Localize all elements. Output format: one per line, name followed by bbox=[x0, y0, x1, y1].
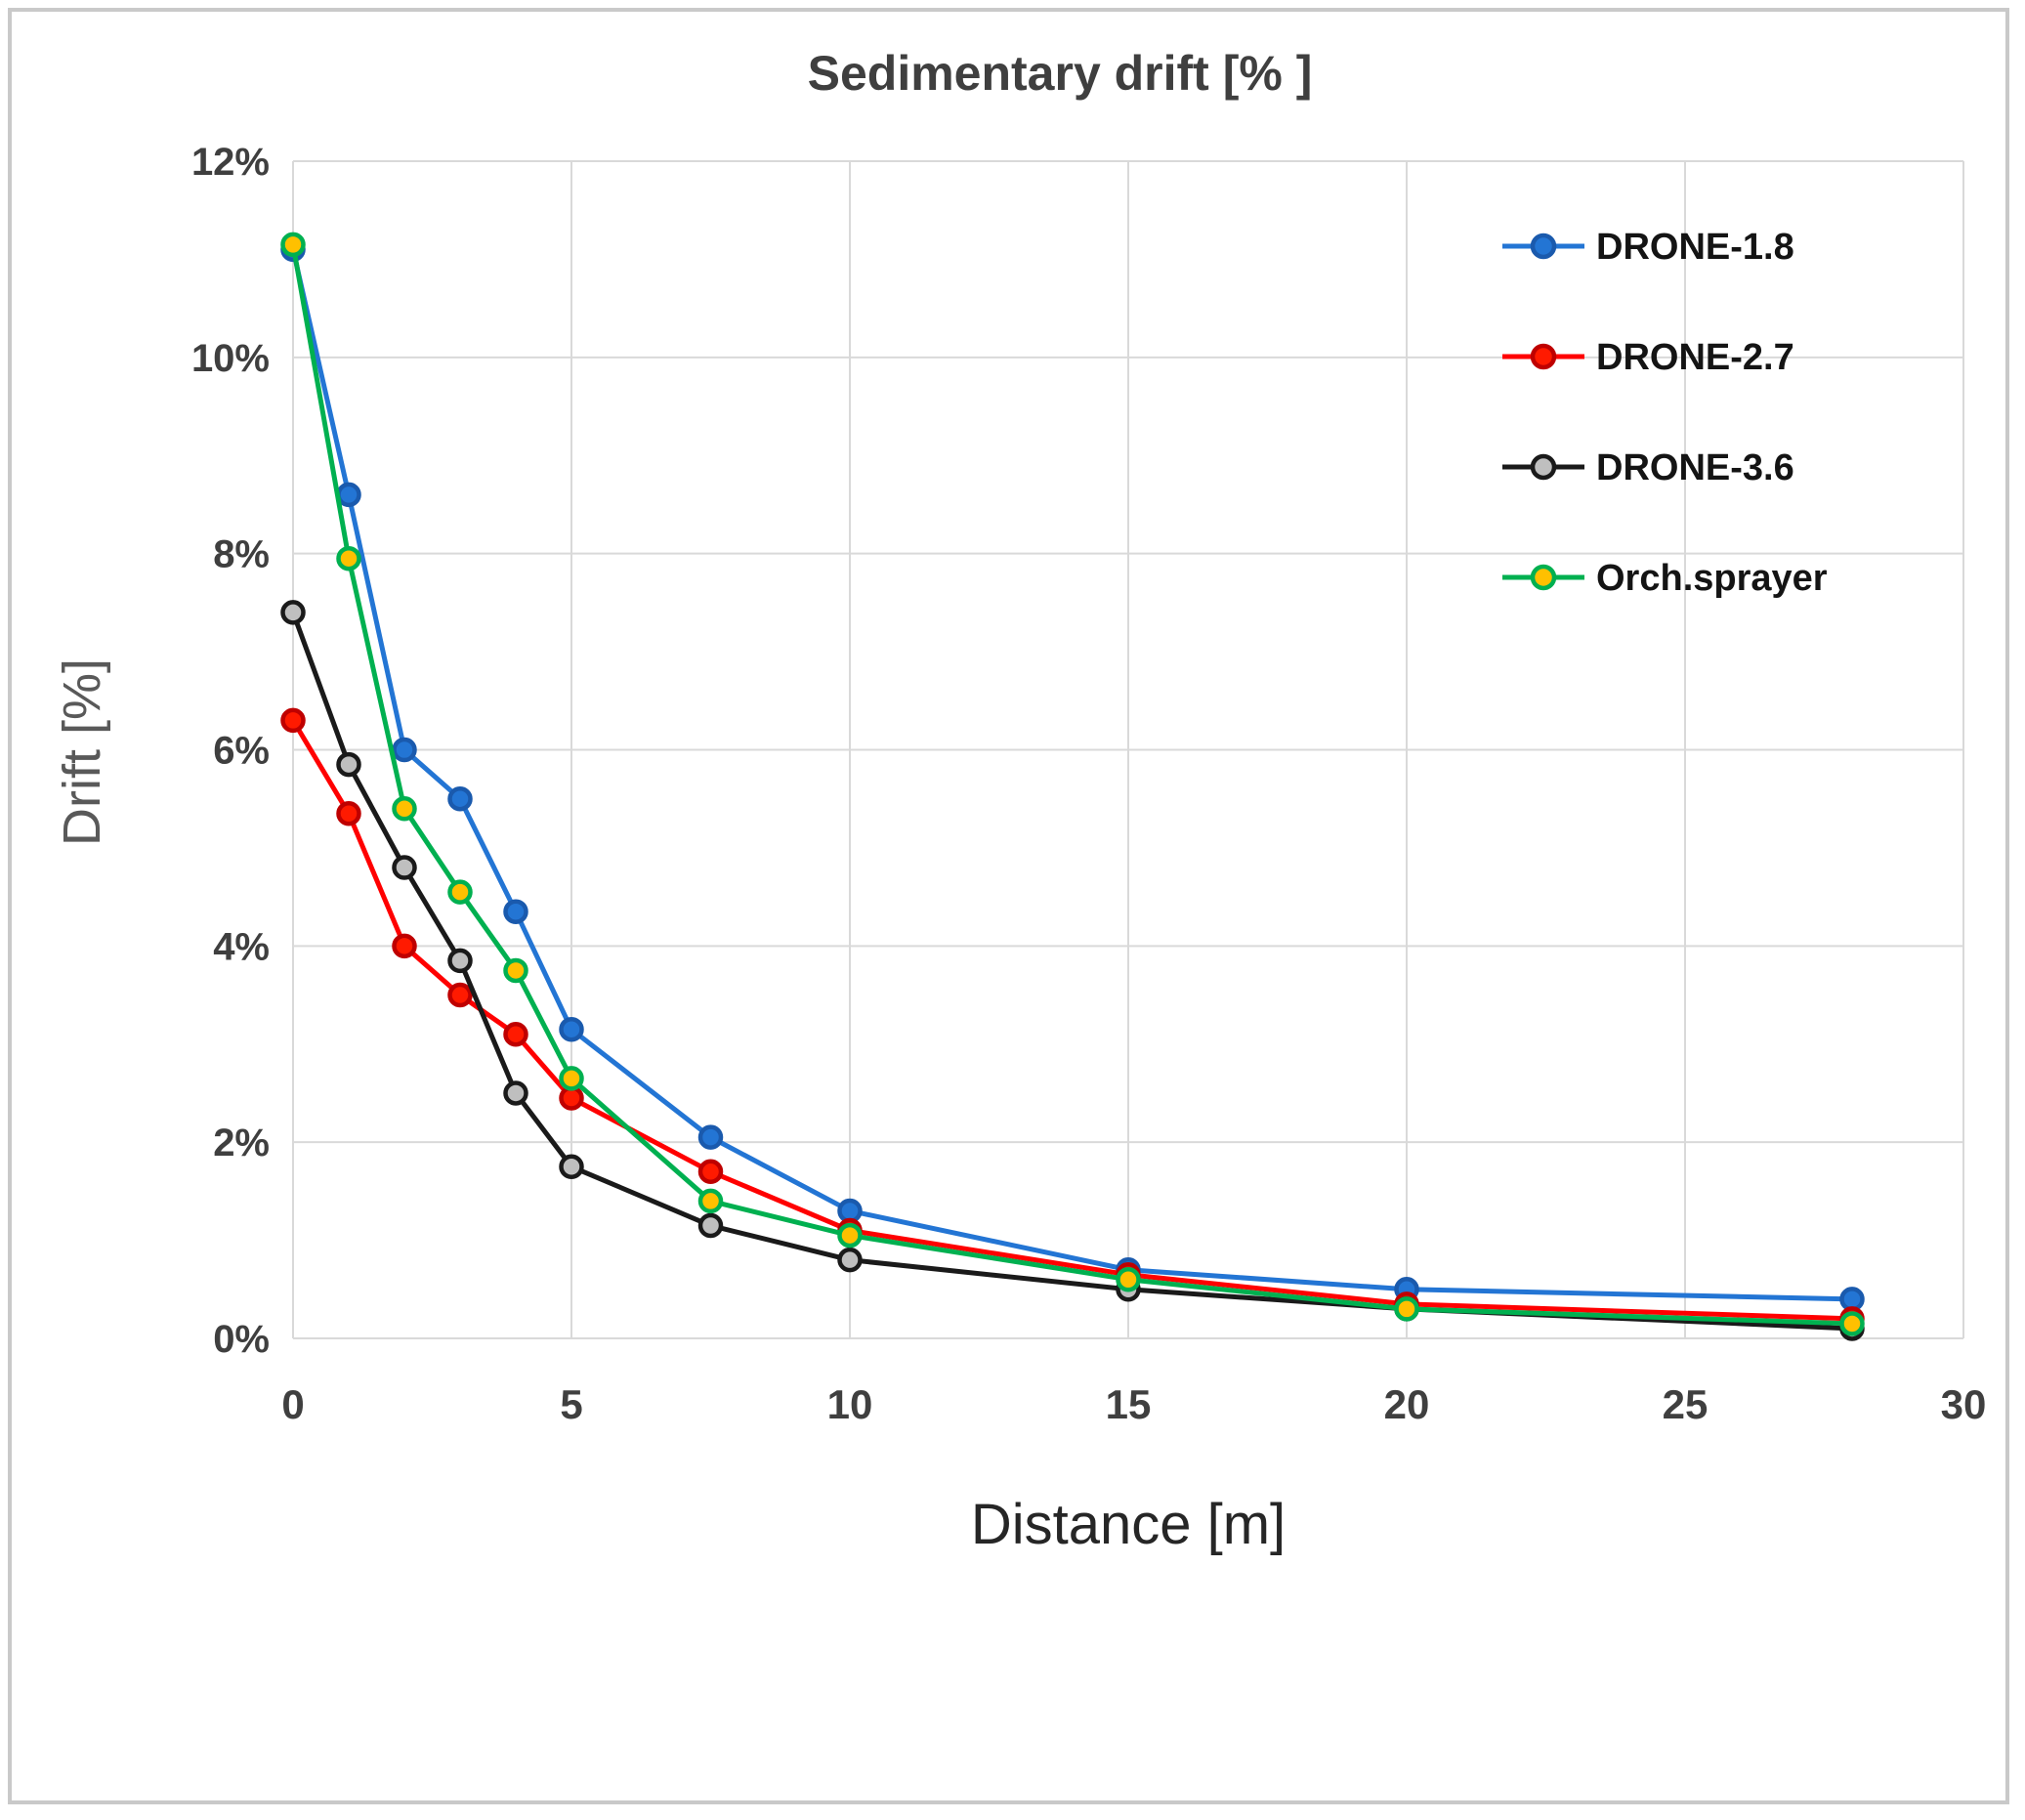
legend-label: DRONE-1.8 bbox=[1596, 227, 1794, 268]
data-point bbox=[697, 1188, 724, 1214]
legend-marker-icon bbox=[1530, 343, 1557, 370]
data-point bbox=[697, 1159, 724, 1185]
data-point bbox=[392, 855, 417, 880]
legend-label: DRONE-3.6 bbox=[1596, 447, 1794, 488]
y-axis-title: Drift [%] bbox=[53, 658, 111, 846]
x-tick-label: 10 bbox=[827, 1381, 873, 1427]
x-tick-label: 0 bbox=[281, 1381, 304, 1427]
data-point bbox=[1116, 1267, 1141, 1292]
data-point bbox=[447, 785, 473, 812]
y-tick-label: 0% bbox=[213, 1318, 270, 1361]
legend-marker-icon bbox=[1530, 564, 1557, 591]
series-drone-1-8 bbox=[280, 236, 1865, 1312]
x-tick-label: 5 bbox=[560, 1381, 582, 1427]
legend: DRONE-1.8 DRONE-2.7 DRONE-3.6 Orch.sprayer bbox=[1502, 227, 1828, 599]
data-point bbox=[503, 899, 528, 924]
data-point bbox=[559, 1016, 584, 1042]
data-point bbox=[280, 232, 306, 258]
series-orch-sprayer bbox=[280, 232, 1865, 1336]
data-point bbox=[697, 1212, 724, 1239]
data-point bbox=[1839, 1311, 1865, 1336]
data-point bbox=[559, 1154, 584, 1180]
data-point bbox=[447, 879, 473, 905]
data-point bbox=[447, 982, 473, 1008]
y-tick-label: 12% bbox=[191, 141, 270, 184]
x-tick-label: 30 bbox=[1941, 1381, 1987, 1427]
x-axis-title: Distance [m] bbox=[971, 1493, 1286, 1556]
data-point bbox=[837, 1247, 863, 1273]
figure-border bbox=[8, 8, 2009, 1804]
data-point bbox=[559, 1066, 584, 1091]
y-tick-label: 10% bbox=[191, 337, 270, 380]
axis-tick-labels: 0% 2% 4% 6% 8% 10% 12% 0 5 10 15 20 25 30 bbox=[191, 141, 1986, 1427]
data-point bbox=[503, 957, 528, 984]
legend-marker-icon bbox=[1530, 453, 1557, 481]
x-tick-label: 25 bbox=[1663, 1381, 1709, 1427]
data-point bbox=[503, 1080, 528, 1106]
chart-title: Sedimentary drift [% ] bbox=[808, 46, 1313, 101]
legend-label: DRONE-2.7 bbox=[1596, 337, 1794, 378]
data-point bbox=[392, 737, 417, 763]
data-point bbox=[336, 482, 361, 508]
y-tick-label: 6% bbox=[213, 730, 270, 773]
data-point bbox=[392, 933, 417, 959]
series-drone-2-7 bbox=[280, 707, 1865, 1332]
legend-label: Orch.sprayer bbox=[1596, 558, 1828, 599]
data-point bbox=[392, 796, 417, 822]
data-point bbox=[280, 600, 306, 625]
legend-item-drone-3-6: DRONE-3.6 bbox=[1502, 447, 1794, 488]
data-point bbox=[837, 1222, 863, 1249]
data-point bbox=[1394, 1296, 1419, 1322]
gridlines bbox=[292, 160, 1964, 1339]
legend-marker-icon bbox=[1530, 233, 1557, 260]
y-tick-label: 2% bbox=[213, 1122, 270, 1164]
legend-item-drone-2-7: DRONE-2.7 bbox=[1502, 337, 1794, 378]
x-tick-label: 20 bbox=[1384, 1381, 1430, 1427]
series-layer bbox=[280, 232, 1865, 1341]
data-point bbox=[336, 801, 361, 826]
data-point bbox=[336, 751, 361, 778]
series-line bbox=[290, 241, 1855, 1327]
series-line bbox=[290, 717, 1855, 1322]
data-point bbox=[697, 1124, 724, 1150]
legend-item-orch-sprayer: Orch.sprayer bbox=[1502, 558, 1828, 599]
data-point bbox=[503, 1021, 528, 1047]
legend-item-drone-1-8: DRONE-1.8 bbox=[1502, 227, 1794, 268]
x-tick-label: 15 bbox=[1106, 1381, 1152, 1427]
data-point bbox=[447, 948, 473, 974]
data-point bbox=[280, 707, 306, 734]
data-point bbox=[336, 545, 361, 571]
y-tick-label: 4% bbox=[213, 925, 270, 968]
y-tick-label: 8% bbox=[213, 533, 270, 576]
